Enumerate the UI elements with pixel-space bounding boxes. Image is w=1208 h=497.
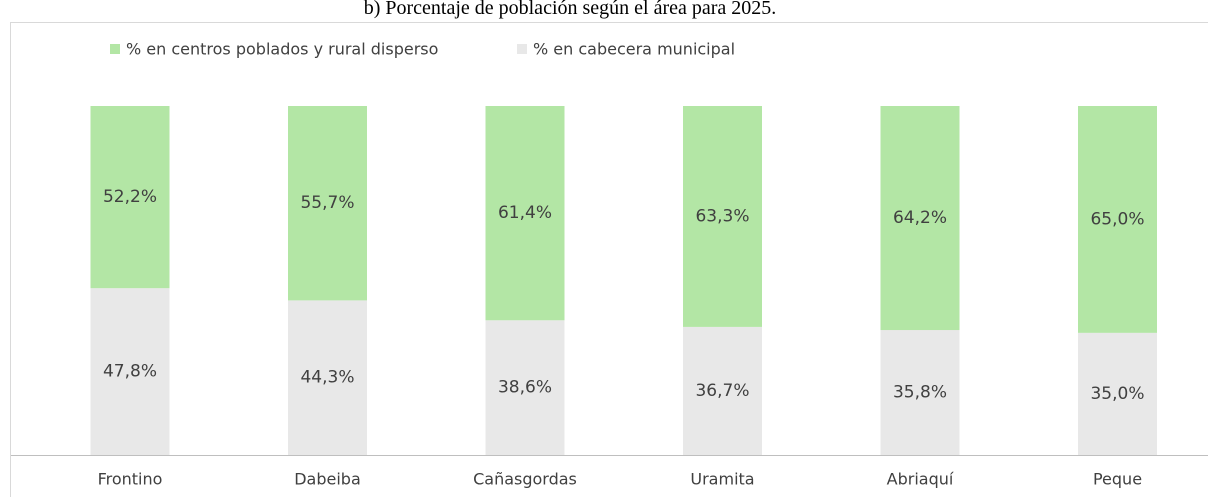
bar-segment xyxy=(288,106,367,301)
bar-segment xyxy=(880,330,960,455)
x-tick-label: Abriaquí xyxy=(887,470,954,489)
x-tick-label: Dabeiba xyxy=(294,470,361,489)
bar-segment xyxy=(880,106,960,331)
legend-swatch xyxy=(517,44,527,54)
legend-label: % en centros poblados y rural disperso xyxy=(126,40,438,59)
data-label: 35,8% xyxy=(893,383,947,403)
x-tick-label: Frontino xyxy=(98,470,163,489)
chart-title: b) Porcentaje de población según el área… xyxy=(364,0,777,19)
legend-swatch xyxy=(110,44,120,54)
bar-segment xyxy=(485,106,565,321)
bar-segment xyxy=(90,288,170,455)
x-tick-label: Cañasgordas xyxy=(473,470,577,489)
data-label: 47,8% xyxy=(103,362,157,382)
bar-segment xyxy=(683,326,762,455)
data-label: 63,3% xyxy=(695,206,749,226)
bar-segment xyxy=(90,106,170,289)
data-label: 55,7% xyxy=(300,193,354,213)
bar-segment xyxy=(288,300,367,455)
bar-segment xyxy=(1078,332,1157,455)
legend-label: % en cabecera municipal xyxy=(533,40,735,59)
data-label: 64,2% xyxy=(893,208,947,228)
data-label: 35,0% xyxy=(1090,384,1144,404)
data-label: 36,7% xyxy=(695,381,749,401)
x-tick-label: Peque xyxy=(1093,470,1142,489)
data-label: 65,0% xyxy=(1090,209,1144,229)
chart-border xyxy=(10,22,1208,497)
bar-segment xyxy=(1078,106,1157,333)
bar-segment xyxy=(683,106,762,327)
x-tick-label: Uramita xyxy=(690,470,754,489)
data-label: 38,6% xyxy=(498,378,552,398)
bar-segment xyxy=(485,320,565,455)
data-label: 61,4% xyxy=(498,203,552,223)
data-label: 52,2% xyxy=(103,187,157,207)
data-label: 44,3% xyxy=(300,368,354,388)
